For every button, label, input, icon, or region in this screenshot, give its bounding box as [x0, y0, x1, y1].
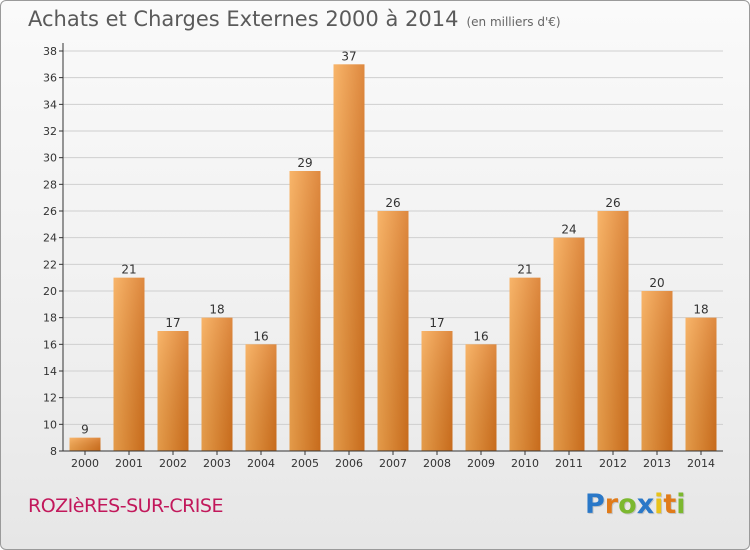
x-tick-label: 2000 [71, 457, 99, 470]
bar-shade [641, 291, 673, 451]
x-tick-label: 2004 [247, 457, 275, 470]
x-tick-label: 2005 [291, 457, 319, 470]
bar-value-label: 20 [649, 276, 664, 290]
x-tick-label: 2001 [115, 457, 143, 470]
y-tick-label: 16 [43, 338, 57, 351]
x-tick-label: 2009 [467, 457, 495, 470]
bar-value-label: 16 [253, 329, 268, 343]
y-tick-label: 32 [43, 125, 57, 138]
y-tick-label: 10 [43, 418, 57, 431]
bar-shade [69, 437, 101, 451]
y-tick-label: 26 [43, 205, 57, 218]
chart-subtitle: (en milliers d'€) [466, 15, 561, 29]
x-tick-label: 2008 [423, 457, 451, 470]
logo-letter: i [654, 489, 664, 520]
bar-value-label: 29 [297, 156, 312, 170]
bar-value-label: 18 [209, 303, 224, 317]
x-tick-label: 2003 [203, 457, 231, 470]
bar-shade [157, 331, 189, 451]
logo-letter: r [604, 489, 619, 520]
bar-shade [333, 64, 365, 452]
y-tick-label: 34 [43, 98, 57, 111]
logo-letter: P [585, 489, 605, 520]
logo-letter: o [618, 489, 637, 520]
bar-shade [377, 211, 409, 451]
bar-value-label: 9 [81, 423, 89, 437]
y-tick-label: 22 [43, 258, 57, 271]
x-tick-label: 2013 [643, 457, 671, 470]
y-tick-label: 38 [43, 45, 57, 58]
y-tick-label: 18 [43, 312, 57, 325]
y-tick-label: 36 [43, 72, 57, 85]
bars [69, 64, 717, 452]
bar-value-label: 18 [693, 303, 708, 317]
bar-value-label: 24 [561, 223, 576, 237]
bar-shade [465, 344, 497, 451]
x-tick-label: 2012 [599, 457, 627, 470]
y-tick-label: 8 [50, 445, 57, 458]
bar-shade [245, 344, 277, 451]
bar-value-label: 21 [517, 263, 532, 277]
bar-shade [421, 331, 453, 451]
x-tick-label: 2010 [511, 457, 539, 470]
proxiti-logo: Proxiti [585, 489, 686, 520]
bar-value-label: 37 [341, 49, 356, 63]
logo-letter: t [663, 489, 677, 520]
x-tick-label: 2002 [159, 457, 187, 470]
bar-shade [289, 171, 321, 451]
y-tick-label: 30 [43, 152, 57, 165]
axes [59, 43, 723, 455]
logo-letter: x [636, 489, 655, 520]
bar-shade [685, 317, 717, 451]
bar-shade [113, 277, 145, 451]
labels: 8 10 12 14 16 18 20 22 24 26 28 30 32 34 36 38 9 2000 21 20… [43, 45, 715, 470]
bar-value-label: 16 [473, 329, 488, 343]
bar-value-label: 17 [165, 316, 180, 330]
chart-title-text: Achats et Charges Externes 2000 à 2014 [28, 7, 459, 31]
bar-value-label: 17 [429, 316, 444, 330]
bar-shade [509, 277, 541, 451]
x-tick-label: 2006 [335, 457, 363, 470]
logo-letter: i [676, 489, 686, 520]
y-tick-label: 24 [43, 232, 57, 245]
chart-title: Achats et Charges Externes 2000 à 2014 (e… [28, 7, 561, 31]
city-name: ROZIèRES-SUR-CRISE [28, 495, 223, 517]
bar-value-label: 21 [121, 263, 136, 277]
x-tick-label: 2011 [555, 457, 583, 470]
bar-shade [597, 211, 629, 451]
x-tick-label: 2014 [687, 457, 715, 470]
bar-value-label: 26 [385, 196, 400, 210]
bar-shade [201, 317, 233, 451]
y-tick-label: 28 [43, 178, 57, 191]
bar-shade [553, 237, 585, 451]
bar-value-label: 26 [605, 196, 620, 210]
y-tick-label: 20 [43, 285, 57, 298]
x-tick-label: 2007 [379, 457, 407, 470]
y-tick-label: 14 [43, 365, 57, 378]
y-tick-label: 12 [43, 392, 57, 405]
